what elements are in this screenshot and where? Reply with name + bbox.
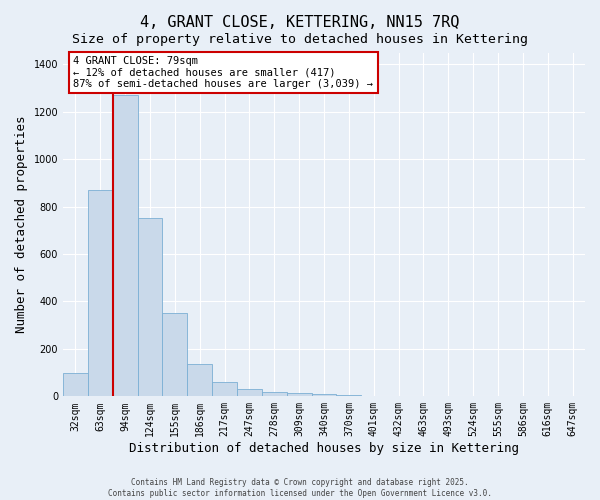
Bar [237, 389, 262, 396]
Bar [63, 372, 88, 396]
Y-axis label: Number of detached properties: Number of detached properties [15, 116, 28, 333]
Bar [311, 394, 337, 396]
Bar [137, 218, 163, 396]
Bar [163, 314, 187, 396]
Text: Contains HM Land Registry data © Crown copyright and database right 2025.
Contai: Contains HM Land Registry data © Crown c… [108, 478, 492, 498]
Text: 4, GRANT CLOSE, KETTERING, NN15 7RQ: 4, GRANT CLOSE, KETTERING, NN15 7RQ [140, 15, 460, 30]
Bar [337, 395, 361, 396]
Bar [88, 190, 113, 396]
Text: 4 GRANT CLOSE: 79sqm
← 12% of detached houses are smaller (417)
87% of semi-deta: 4 GRANT CLOSE: 79sqm ← 12% of detached h… [73, 56, 373, 89]
Bar [262, 392, 287, 396]
Bar [187, 364, 212, 396]
Bar [212, 382, 237, 396]
X-axis label: Distribution of detached houses by size in Kettering: Distribution of detached houses by size … [129, 442, 519, 455]
Bar [113, 95, 137, 396]
Bar [287, 393, 311, 396]
Text: Size of property relative to detached houses in Kettering: Size of property relative to detached ho… [72, 32, 528, 46]
